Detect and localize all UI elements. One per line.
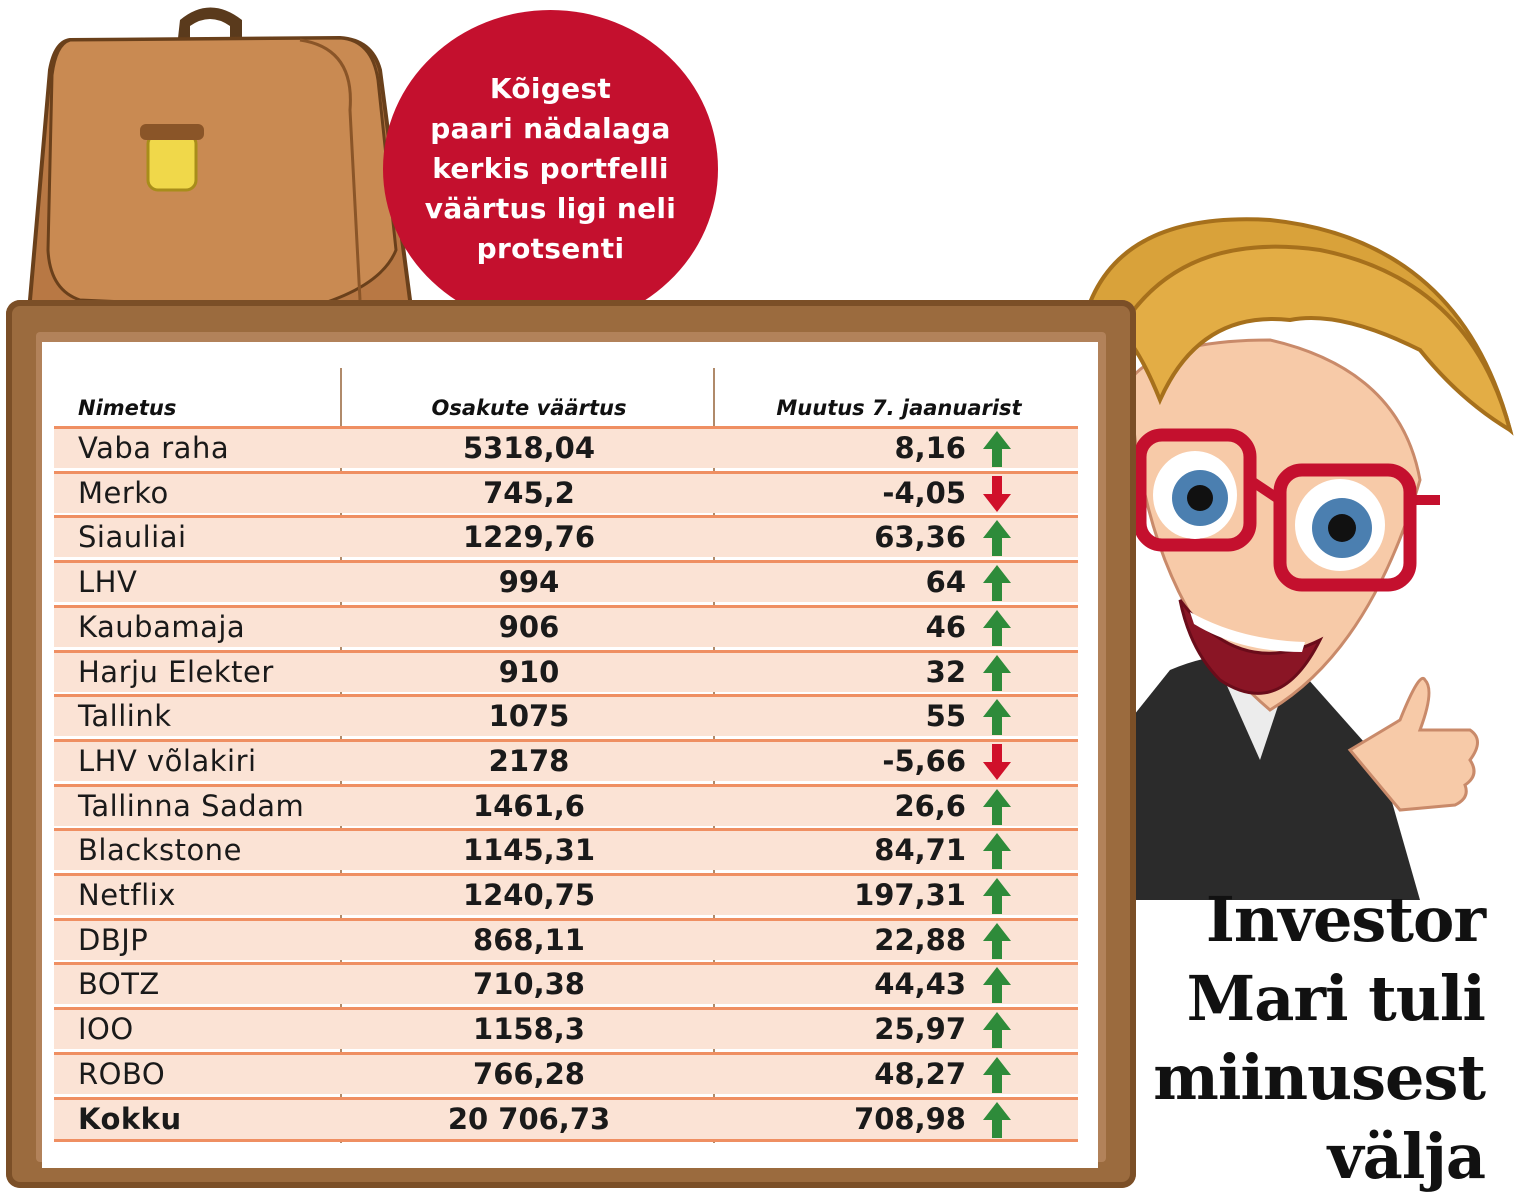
- row-name: ROBO: [78, 1056, 166, 1091]
- row-name: BOTZ: [78, 967, 160, 1002]
- arrow-up-icon: [982, 609, 1012, 649]
- arrow-up-icon: [982, 431, 1012, 470]
- headline-line: Investor: [1205, 883, 1486, 956]
- header-change: Muutus 7. jaanuarist: [776, 396, 1022, 420]
- row-name: Kokku: [78, 1101, 182, 1136]
- headline-line: välja: [1327, 1120, 1486, 1193]
- row-change: 708,98: [854, 1101, 966, 1136]
- callout-badge: Kõigest paari nädalaga kerkis portfelli …: [383, 10, 718, 328]
- arrow-up-icon: [982, 967, 1012, 1006]
- table-row: LHV 994 64: [54, 560, 1078, 604]
- row-change: -4,05: [882, 475, 966, 510]
- table-row: ROBO 766,28 48,27: [54, 1051, 1078, 1096]
- arrow-up-icon: [982, 1012, 1012, 1051]
- headline-line: miinusest: [1153, 1041, 1486, 1114]
- arrow-up-icon: [982, 1056, 1012, 1096]
- row-value: 710,38: [473, 967, 585, 1002]
- row-value: 868,11: [473, 922, 585, 957]
- arrow-up-icon: [982, 699, 1012, 738]
- row-value: 2178: [488, 743, 570, 778]
- row-value: 910: [498, 654, 560, 689]
- row-value: 906: [498, 609, 560, 644]
- row-value: 1158,3: [473, 1012, 585, 1047]
- row-name: LHV: [78, 565, 138, 600]
- arrow-up-icon: [982, 565, 1012, 604]
- row-change: 55: [925, 699, 966, 734]
- arrow-up-icon: [982, 1101, 1012, 1141]
- row-value: 766,28: [473, 1056, 585, 1091]
- table-row: Vaba raha 5318,04 8,16: [54, 426, 1078, 468]
- row-name: LHV võlakiri: [78, 743, 257, 778]
- row-change: 26,6: [894, 788, 966, 823]
- headline: Investor Mari tuli miinusest välja: [1140, 880, 1486, 1196]
- row-name: Tallinna Sadam: [78, 788, 305, 823]
- table-row: Netflix 1240,75 197,31: [54, 873, 1078, 915]
- row-value: 20 706,73: [447, 1101, 611, 1136]
- row-name: DBJP: [78, 922, 149, 957]
- headline-line: Mari tuli: [1186, 962, 1486, 1035]
- row-change: 22,88: [874, 922, 966, 957]
- row-value: 994: [498, 565, 560, 600]
- row-name: Tallink: [78, 699, 172, 734]
- row-change: 63,36: [874, 520, 966, 555]
- table-row: Merko 745,2 -4,05: [54, 470, 1078, 515]
- row-change: 32: [925, 654, 966, 689]
- arrow-up-icon: [982, 520, 1012, 559]
- row-name: Netflix: [78, 878, 176, 912]
- arrow-up-icon: [982, 788, 1012, 828]
- header-value: Osakute väärtus: [431, 396, 627, 420]
- arrow-up-icon: [982, 922, 1012, 962]
- table-row: Kaubamaja 906 46: [54, 604, 1078, 649]
- table-row: LHV võlakiri 2178 -5,66: [54, 738, 1078, 783]
- row-name: Blackstone: [78, 833, 242, 868]
- row-name: Kaubamaja: [78, 609, 246, 644]
- row-change: -5,66: [882, 743, 966, 778]
- row-name: Merko: [78, 475, 169, 510]
- table-row: Tallinna Sadam 1461,6 26,6: [54, 783, 1078, 828]
- table-row: Harju Elekter 910 32: [54, 649, 1078, 694]
- table-row: Siauliai 1229,76 63,36: [54, 515, 1078, 559]
- row-name: Vaba raha: [78, 431, 230, 465]
- row-change: 64: [925, 565, 966, 600]
- investor-woman-illustration: [1077, 217, 1514, 900]
- row-change: 25,97: [874, 1012, 966, 1047]
- row-value: 1229,76: [462, 520, 596, 555]
- row-value: 1145,31: [462, 833, 596, 868]
- row-value: 745,2: [483, 475, 575, 510]
- callout-line: paari nädalaga: [430, 112, 671, 145]
- header-name: Nimetus: [78, 396, 177, 420]
- callout-text: Kõigest paari nädalaga kerkis portfelli …: [416, 69, 686, 269]
- row-change: 8,16: [894, 431, 966, 465]
- arrow-down-icon: [982, 743, 1012, 783]
- table-row: Blackstone 1145,31 84,71: [54, 828, 1078, 872]
- callout-line: väärtus ligi neli: [424, 192, 677, 225]
- table-row: IOO 1158,3 25,97: [54, 1007, 1078, 1051]
- callout-line: kerkis portfelli: [432, 152, 669, 185]
- table-row: Tallink 1075 55: [54, 694, 1078, 738]
- row-value: 1240,75: [462, 878, 596, 912]
- row-value: 1075: [488, 699, 570, 734]
- row-change: 197,31: [854, 878, 966, 912]
- table-row: BOTZ 710,38 44,43: [54, 962, 1078, 1006]
- row-value: 5318,04: [462, 431, 596, 465]
- callout-line: Kõigest: [489, 72, 612, 105]
- row-change: 48,27: [874, 1056, 966, 1091]
- row-change: 44,43: [874, 967, 966, 1002]
- arrow-up-icon: [982, 833, 1012, 872]
- callout-line: protsenti: [476, 232, 625, 265]
- row-name: Harju Elekter: [78, 654, 274, 689]
- row-name: Siauliai: [78, 520, 187, 555]
- briefcase-icon: [26, 7, 413, 358]
- row-name: IOO: [78, 1012, 134, 1047]
- row-value: 1461,6: [473, 788, 585, 823]
- arrow-up-icon: [982, 654, 1012, 694]
- table-row: DBJP 868,11 22,88: [54, 917, 1078, 962]
- table-total-row: Kokku 20 706,73 708,98: [54, 1096, 1078, 1142]
- arrow-down-icon: [982, 475, 1012, 515]
- row-change: 84,71: [874, 833, 966, 868]
- row-change: 46: [925, 609, 966, 644]
- arrow-up-icon: [982, 878, 1012, 917]
